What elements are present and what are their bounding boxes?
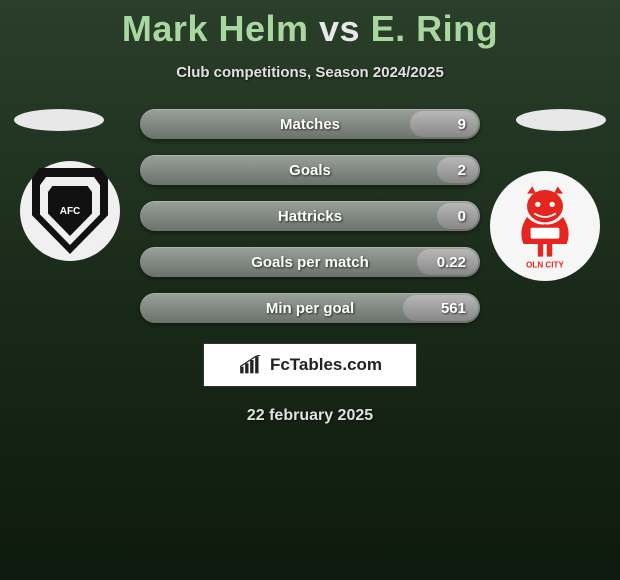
imp-crest-icon: OLN CITY [500,181,590,271]
left-club-crest: AFC [20,161,120,261]
stat-bar-value: 0.22 [437,254,466,271]
stat-bar-label: Min per goal [266,300,354,317]
stat-bar: Goals 2 [140,155,480,185]
subtitle: Club competitions, Season 2024/2025 [0,64,620,81]
stat-bar-label: Goals [289,162,331,179]
player1-name: Mark Helm [122,8,309,49]
vs-text: vs [319,8,360,49]
shield-outer: AFC [32,168,108,254]
left-ellipse [14,109,104,131]
stat-bar-value: 2 [458,162,466,179]
shield-inner: AFC [48,186,92,236]
stat-bar-value: 9 [458,116,466,133]
comparison-title: Mark Helm vs E. Ring [0,0,620,50]
logo-text: FcTables.com [270,355,382,375]
player2-name: E. Ring [371,8,499,49]
stat-bar-value: 561 [441,300,466,317]
stat-bars: Matches 9 Goals 2 Hattricks 0 Goals per match 0… [140,109,480,339]
date-text: 22 february 2025 [0,407,620,425]
stats-content: AFC OLN CITY Matches 9 Goals 2 Hattricks 0 Goa… [0,109,620,329]
stat-bar: Hattricks 0 [140,201,480,231]
stat-bar: Goals per match 0.22 [140,247,480,277]
stat-bar-fill [410,111,478,137]
stat-bar-label: Hattricks [278,208,342,225]
right-club-crest: OLN CITY [490,171,600,281]
stat-bar-label: Matches [280,116,340,133]
stat-bar-value: 0 [458,208,466,225]
shield-mid: AFC [40,177,100,245]
stat-bar: Min per goal 561 [140,293,480,323]
stat-bar: Matches 9 [140,109,480,139]
fctables-logo: FcTables.com [203,343,417,387]
stat-bar-label: Goals per match [251,254,369,271]
crest-caption: OLN CITY [526,260,564,269]
bars-icon [238,355,264,375]
right-ellipse [516,109,606,131]
